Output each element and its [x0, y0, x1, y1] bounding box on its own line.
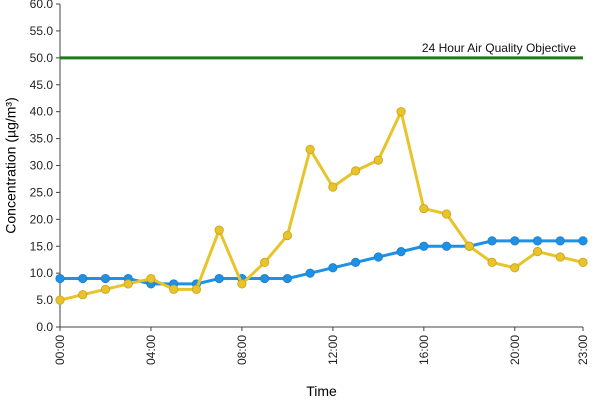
data-point: [78, 290, 88, 300]
y-tick-label: 45.0: [30, 78, 54, 92]
data-point: [100, 273, 111, 284]
data-point: [55, 295, 65, 305]
y-tick-label: 10.0: [30, 266, 54, 280]
y-tick-label: 20.0: [30, 212, 54, 226]
data-point: [55, 273, 65, 284]
y-tick-label: 25.0: [30, 185, 54, 199]
data-point: [237, 279, 247, 289]
data-point: [555, 252, 565, 262]
data-point: [510, 236, 520, 246]
data-point: [441, 241, 452, 251]
data-point: [351, 257, 361, 267]
data-point: [373, 252, 383, 262]
data-point: [578, 257, 588, 267]
data-point: [123, 279, 133, 289]
data-point: [510, 263, 520, 273]
data-point: [396, 107, 406, 117]
data-point: [260, 273, 270, 284]
air-quality-objective-label: 24 Hour Air Quality Objective: [422, 41, 576, 55]
data-point: [328, 182, 338, 192]
data-point: [260, 257, 270, 267]
x-tick-label: 04:00: [144, 335, 158, 365]
data-point: [169, 284, 179, 294]
data-point: [214, 273, 224, 284]
data-point: [305, 144, 315, 154]
data-point: [441, 209, 452, 219]
data-point: [328, 263, 338, 273]
data-point: [373, 155, 383, 165]
y-tick-label: 0.0: [36, 320, 53, 334]
data-point: [78, 273, 88, 284]
data-point: [146, 273, 156, 284]
x-tick-label: 16:00: [417, 335, 431, 365]
y-tick-label: 15.0: [30, 239, 54, 253]
y-tick-label: 5.0: [36, 293, 53, 307]
y-tick-label: 55.0: [30, 24, 54, 38]
data-point: [282, 273, 292, 284]
reference-line-group: 24 Hour Air Quality Objective: [60, 41, 583, 60]
x-tick-label: 12:00: [326, 335, 340, 365]
data-point: [487, 236, 497, 246]
y-tick-label: 30.0: [30, 159, 54, 173]
y-tick-label: 40.0: [30, 105, 54, 119]
data-point: [100, 284, 111, 294]
series-1: [55, 236, 588, 289]
series-group: [55, 107, 588, 305]
y-tick-label: 35.0: [30, 132, 54, 146]
y-ticks: 0.0 5.0 10.0 15.0 20.0 25.0 30.0 35.0 40.0 45.0 50…: [30, 0, 60, 334]
data-point: [351, 166, 361, 176]
x-tick-label: 20:00: [508, 335, 522, 365]
data-point: [487, 257, 497, 267]
data-point: [419, 203, 429, 214]
data-point: [214, 225, 224, 235]
data-point: [555, 236, 565, 246]
data-point: [419, 241, 429, 251]
y-tick-label: 50.0: [30, 51, 54, 65]
data-point: [532, 247, 543, 257]
y-tick-label: 60.0: [30, 0, 54, 11]
data-point: [305, 268, 315, 278]
series-line: [60, 239, 583, 286]
data-point: [191, 284, 202, 294]
data-point: [282, 230, 292, 241]
y-axis-title: Concentration (µg/m³): [3, 97, 19, 233]
x-tick-label: 23:00: [576, 335, 590, 365]
x-ticks: 00:00 04:00 08:00 12:00 16:00 20:00 23:00: [53, 327, 590, 365]
x-axis-title: Time: [306, 383, 337, 399]
x-tick-label: 00:00: [53, 335, 67, 365]
x-tick-label: 08:00: [235, 335, 249, 365]
data-point: [532, 236, 543, 246]
data-point: [578, 236, 588, 246]
data-point: [464, 241, 474, 251]
series-2: [55, 107, 588, 305]
data-point: [396, 247, 406, 257]
